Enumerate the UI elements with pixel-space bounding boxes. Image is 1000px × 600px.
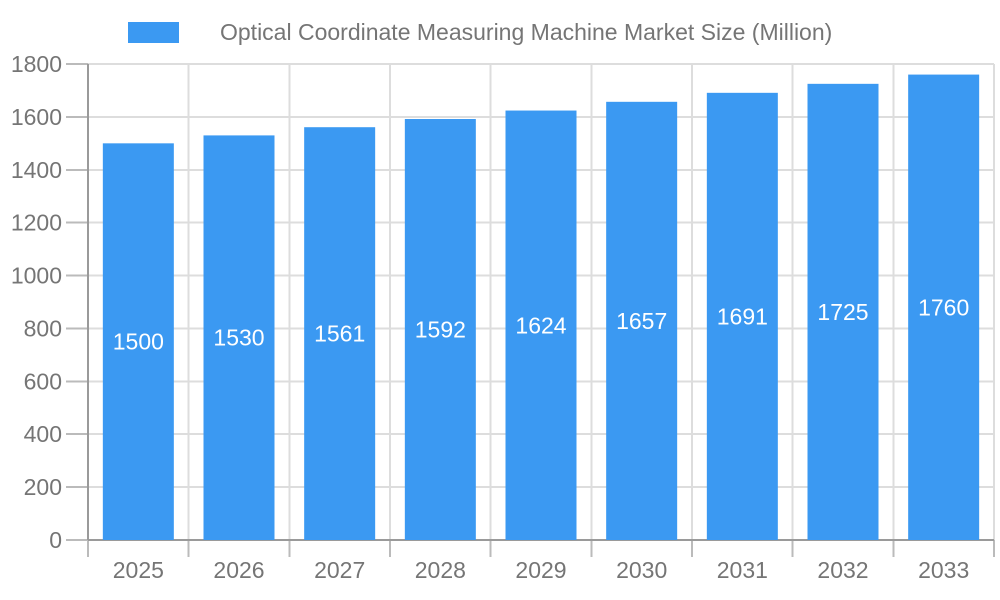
- bar[interactable]: [102, 143, 174, 541]
- bar[interactable]: [404, 119, 476, 540]
- y-axis-tick-label: 400: [24, 421, 62, 447]
- x-axis-tick-label: 2033: [918, 557, 969, 583]
- y-axis-tick-label: 1400: [11, 157, 62, 183]
- x-axis-tick-label: 2030: [616, 557, 667, 583]
- bar-value-label: 1725: [817, 299, 868, 325]
- y-axis-tick-label: 1000: [11, 263, 62, 289]
- y-axis-tick-label: 600: [24, 368, 62, 394]
- bar-value-label: 1530: [213, 325, 264, 351]
- x-axis-tick-label: 2025: [113, 557, 164, 583]
- legend-swatch: [128, 22, 179, 43]
- chart-legend[interactable]: Optical Coordinate Measuring Machine Mar…: [128, 19, 833, 45]
- y-axis-tick-label: 200: [24, 474, 62, 500]
- x-axis-tick-label: 2028: [415, 557, 466, 583]
- bar[interactable]: [706, 92, 778, 540]
- y-axis-tick-label: 0: [49, 527, 62, 553]
- bar-value-label: 1760: [918, 294, 969, 320]
- bar-value-label: 1624: [515, 312, 566, 338]
- bar[interactable]: [505, 110, 577, 540]
- y-axis-tick-label: 1200: [11, 210, 62, 236]
- y-axis-tick-label: 1800: [11, 51, 62, 77]
- bar[interactable]: [807, 83, 879, 540]
- x-axis-tick-label: 2027: [314, 557, 365, 583]
- bar-value-label: 1592: [415, 317, 466, 343]
- bar[interactable]: [304, 127, 376, 541]
- bar-value-label: 1657: [616, 308, 667, 334]
- bar[interactable]: [908, 74, 980, 541]
- x-axis-tick-label: 2026: [213, 557, 264, 583]
- x-axis-tick-label: 2029: [515, 557, 566, 583]
- bar-value-label: 1500: [113, 329, 164, 355]
- bar[interactable]: [606, 101, 678, 540]
- bar[interactable]: [203, 135, 275, 540]
- x-axis-tick-label: 2031: [717, 557, 768, 583]
- bar-value-label: 1561: [314, 321, 365, 347]
- legend-label: Optical Coordinate Measuring Machine Mar…: [220, 19, 833, 45]
- bar-value-label: 1691: [717, 303, 768, 329]
- y-axis-tick-label: 800: [24, 315, 62, 341]
- x-axis-tick-label: 2032: [817, 557, 868, 583]
- y-axis-tick-label: 1600: [11, 104, 62, 130]
